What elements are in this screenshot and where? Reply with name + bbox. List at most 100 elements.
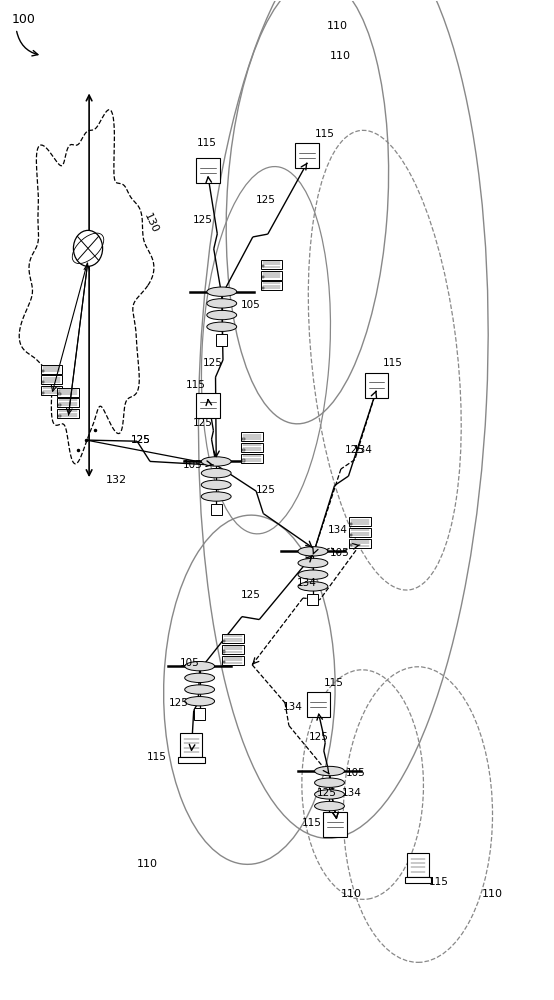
Text: 105: 105 xyxy=(180,658,200,668)
Bar xyxy=(241,432,263,441)
Bar xyxy=(349,517,371,526)
Text: 125: 125 xyxy=(169,698,189,708)
Ellipse shape xyxy=(201,457,231,466)
Bar xyxy=(260,271,283,280)
Bar xyxy=(223,661,225,663)
Bar xyxy=(261,276,264,278)
Bar xyxy=(242,438,245,440)
Text: 125: 125 xyxy=(131,435,151,445)
Bar xyxy=(196,393,220,418)
Bar xyxy=(242,449,245,451)
Text: 125: 125 xyxy=(202,358,222,368)
Bar xyxy=(57,409,79,418)
Text: 100: 100 xyxy=(12,13,35,26)
Bar xyxy=(407,853,429,877)
Bar xyxy=(350,544,352,546)
Bar xyxy=(211,504,222,515)
Bar xyxy=(178,757,205,763)
Text: 105: 105 xyxy=(241,300,261,310)
Bar xyxy=(323,812,347,837)
Ellipse shape xyxy=(315,778,345,787)
Text: 105: 105 xyxy=(183,460,203,470)
Ellipse shape xyxy=(201,492,231,501)
Ellipse shape xyxy=(298,547,328,556)
Text: 105: 105 xyxy=(346,768,366,778)
Bar xyxy=(241,454,263,463)
Ellipse shape xyxy=(298,582,328,591)
Bar xyxy=(58,404,60,406)
Bar xyxy=(42,370,44,372)
Ellipse shape xyxy=(315,790,345,799)
Bar xyxy=(57,398,79,407)
Bar xyxy=(216,334,227,346)
Ellipse shape xyxy=(184,685,214,694)
Bar xyxy=(58,415,60,417)
Text: 134: 134 xyxy=(353,445,373,455)
Text: 110: 110 xyxy=(327,21,348,31)
Ellipse shape xyxy=(74,230,102,266)
Bar xyxy=(260,260,283,269)
Text: 130: 130 xyxy=(142,212,160,235)
Bar xyxy=(349,528,371,537)
Bar xyxy=(306,692,330,717)
Text: 115: 115 xyxy=(302,818,322,828)
Ellipse shape xyxy=(315,766,345,776)
Text: 115: 115 xyxy=(383,358,403,368)
Bar xyxy=(223,650,225,653)
Ellipse shape xyxy=(184,661,214,671)
Text: 125: 125 xyxy=(131,435,151,445)
Bar xyxy=(404,877,432,883)
Text: 110: 110 xyxy=(482,889,503,899)
Text: 115: 115 xyxy=(197,138,217,148)
Text: 115: 115 xyxy=(147,752,167,762)
Bar xyxy=(181,733,202,757)
Text: 115: 115 xyxy=(429,877,449,887)
Ellipse shape xyxy=(315,801,345,811)
Text: 115: 115 xyxy=(186,380,206,390)
Text: 115: 115 xyxy=(315,129,335,139)
Bar xyxy=(42,392,44,394)
Text: 105: 105 xyxy=(330,548,349,558)
Text: 125: 125 xyxy=(193,418,213,428)
Bar xyxy=(261,287,264,289)
Bar xyxy=(242,459,245,462)
Bar xyxy=(194,708,205,720)
Text: 125: 125 xyxy=(193,215,213,225)
Bar xyxy=(295,143,319,168)
Bar xyxy=(58,393,60,395)
Ellipse shape xyxy=(298,570,328,579)
Bar xyxy=(223,640,225,642)
Text: 134: 134 xyxy=(342,788,362,798)
Ellipse shape xyxy=(298,558,328,568)
Text: 110: 110 xyxy=(330,51,351,61)
Ellipse shape xyxy=(184,673,214,683)
Bar xyxy=(324,813,335,825)
Text: 132: 132 xyxy=(106,475,127,485)
Bar xyxy=(40,386,63,395)
Ellipse shape xyxy=(184,697,214,706)
Bar xyxy=(350,534,352,536)
Bar xyxy=(365,373,388,398)
Bar xyxy=(349,539,371,548)
Text: 110: 110 xyxy=(341,889,362,899)
Bar xyxy=(196,158,220,183)
Bar xyxy=(42,381,44,383)
Text: 125: 125 xyxy=(317,788,337,798)
Text: 125: 125 xyxy=(345,445,365,455)
Text: 134: 134 xyxy=(296,578,316,588)
Bar xyxy=(222,645,244,654)
Ellipse shape xyxy=(207,287,237,296)
Text: 125: 125 xyxy=(241,590,261,600)
Ellipse shape xyxy=(207,299,237,308)
Text: 110: 110 xyxy=(137,859,158,869)
Bar xyxy=(350,523,352,525)
Text: 134: 134 xyxy=(328,525,348,535)
Bar xyxy=(241,443,263,452)
Text: 125: 125 xyxy=(309,732,329,742)
Text: 125: 125 xyxy=(256,195,276,205)
Bar xyxy=(261,265,264,267)
Ellipse shape xyxy=(207,322,237,331)
Ellipse shape xyxy=(201,480,231,489)
Bar xyxy=(222,656,244,665)
Text: 115: 115 xyxy=(324,678,343,688)
